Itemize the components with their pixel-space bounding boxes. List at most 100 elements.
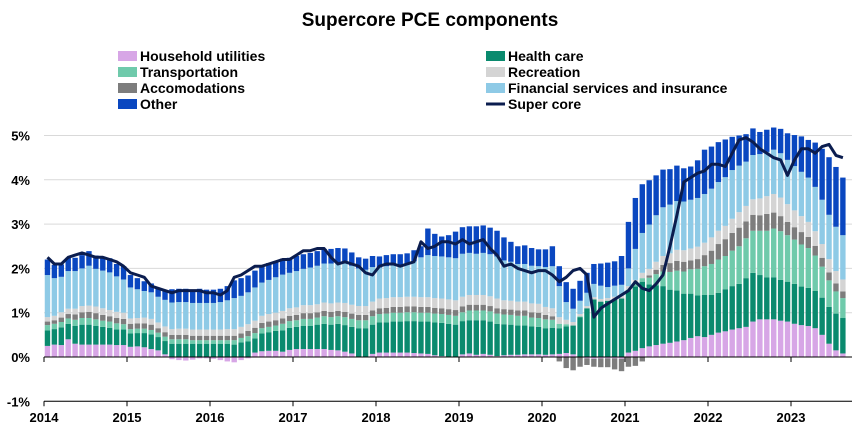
bar-segment <box>729 170 735 219</box>
bar-segment <box>107 316 113 322</box>
legend-swatch <box>118 83 137 93</box>
bar-segment <box>701 337 708 357</box>
bar-segment <box>238 357 244 361</box>
bar-segment <box>501 314 507 325</box>
bar-segment <box>369 310 376 317</box>
bar-segment <box>369 324 376 354</box>
bar-segment <box>252 352 258 357</box>
bar-segment <box>404 352 410 357</box>
bar-segment <box>501 300 507 310</box>
bar-segment <box>141 347 147 357</box>
bar-segment <box>764 213 770 231</box>
bar-segment <box>58 276 64 313</box>
bar-segment <box>72 271 78 309</box>
bar-segment <box>632 286 639 351</box>
bar-segment <box>328 349 334 357</box>
bar-segment <box>44 330 51 346</box>
bar-segment <box>639 184 645 233</box>
bar-segment <box>494 323 500 357</box>
bar-segment <box>58 345 64 357</box>
bar-segment <box>162 354 168 357</box>
bar-segment <box>107 344 113 357</box>
bar-segment <box>736 328 742 357</box>
bar-segment <box>134 346 141 357</box>
bar-segment <box>805 236 811 249</box>
bar-segment <box>321 349 327 357</box>
bar-segment <box>715 142 722 183</box>
bar-segment <box>542 319 549 329</box>
bar-segment <box>58 322 64 328</box>
bar-segment <box>805 287 811 326</box>
bar-segment <box>805 177 811 222</box>
bar-segment <box>100 320 106 327</box>
bar-segment <box>79 344 85 357</box>
bar-segment <box>480 353 486 357</box>
bar-segment <box>107 272 113 311</box>
bar-segment <box>100 344 106 357</box>
bar-segment <box>259 328 265 334</box>
bar-segment <box>466 320 473 354</box>
y-tick-label: 0% <box>11 350 30 365</box>
bar-segment <box>425 255 431 298</box>
x-tick-label: 2020 <box>528 410 557 425</box>
bar-segment <box>418 353 424 357</box>
bar-segment <box>819 244 825 258</box>
bar-segment <box>286 321 293 328</box>
bar-segment <box>224 286 230 301</box>
bar-segment <box>646 180 652 225</box>
bar-segment <box>203 357 210 359</box>
bar-segment <box>639 348 645 357</box>
bar-segment <box>245 324 251 331</box>
bar-segment <box>293 349 300 357</box>
bar-segment <box>466 294 473 305</box>
bar-segment <box>65 308 71 315</box>
x-tick-label: 2016 <box>196 410 225 425</box>
bar-segment <box>791 283 798 324</box>
bar-segment <box>667 169 673 205</box>
bar-segment <box>771 228 777 278</box>
bar-segment <box>335 323 341 351</box>
bar-segment <box>826 259 832 273</box>
bar-segment <box>611 357 618 359</box>
bar-segment <box>632 248 639 280</box>
bar-segment <box>314 324 320 350</box>
bar-segment <box>445 323 452 357</box>
bar-segment <box>390 265 396 298</box>
bar-segment <box>439 322 445 357</box>
bar-segment <box>819 148 825 200</box>
bar-segment <box>203 289 210 303</box>
bar-segment <box>473 226 479 254</box>
bar-segment <box>390 312 396 322</box>
y-tick-label: 5% <box>11 129 30 144</box>
bar-segment <box>791 210 798 228</box>
bar-segment <box>93 255 99 269</box>
bar-segment <box>176 288 182 303</box>
bar-segment <box>591 283 597 298</box>
bar-segment <box>245 275 251 293</box>
bar-segment <box>591 358 597 367</box>
bar-segment <box>508 314 514 325</box>
bar-segment <box>376 256 383 268</box>
bar-segment <box>840 291 846 299</box>
bar-segment <box>376 322 383 353</box>
bar-segment <box>279 274 286 311</box>
bar-segment <box>771 149 777 194</box>
x-tick-label: 2023 <box>777 410 806 425</box>
bar-segment <box>584 308 590 357</box>
bar-segment <box>134 289 141 319</box>
bar-segment <box>342 248 348 264</box>
bar-segment <box>452 258 459 301</box>
bar-segment <box>701 193 708 243</box>
bar-segment <box>176 328 182 335</box>
bar-segment <box>722 289 728 332</box>
bar-segment <box>231 335 237 341</box>
bar-segment <box>660 264 666 272</box>
bar-segment <box>369 267 376 302</box>
bar-segment <box>508 309 514 315</box>
bar-segment <box>383 266 390 299</box>
bar-segment <box>674 290 680 342</box>
legend: Household utilitiesTransportationAccomod… <box>118 48 728 112</box>
bar-segment <box>190 289 196 303</box>
bar-segment <box>528 354 535 357</box>
bar-segment <box>494 298 500 309</box>
